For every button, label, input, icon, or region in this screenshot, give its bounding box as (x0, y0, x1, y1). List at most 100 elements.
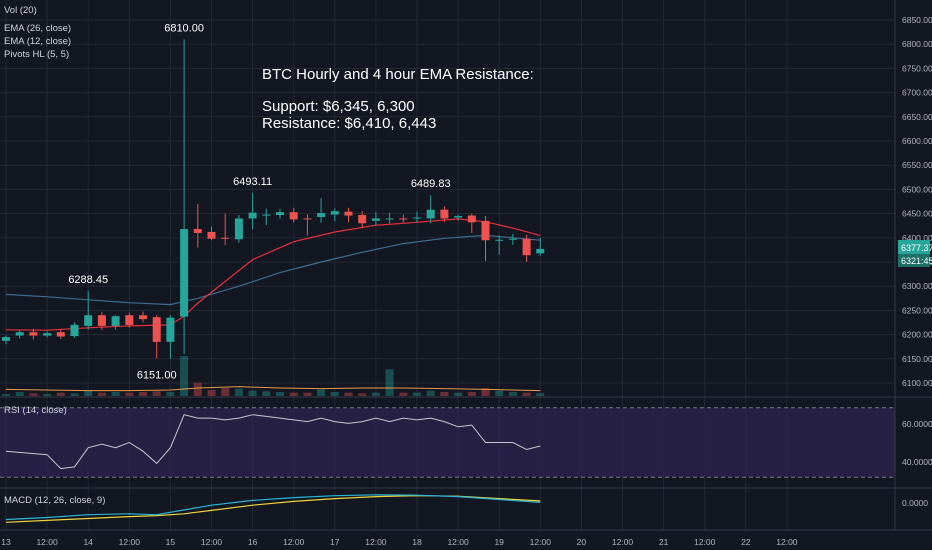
candle-body (152, 317, 161, 342)
candle-body (426, 209, 435, 219)
candle-body (536, 248, 545, 254)
rsi-label[interactable]: RSI (14, close) (4, 405, 67, 416)
macd-label[interactable]: MACD (12, 26, close, 9) (4, 495, 105, 506)
candle-body (29, 332, 38, 336)
time-tick-label: 12:00 (612, 537, 634, 547)
countdown-prefix: 63 (901, 256, 911, 266)
volume-bar (43, 394, 52, 396)
price-tick-label: 6800.00 (902, 39, 932, 49)
volume-bar (508, 392, 517, 396)
legend-ema12[interactable]: EMA (12, close) (4, 36, 71, 47)
time-tick-label: 12:00 (201, 537, 223, 547)
volume-bar (125, 392, 134, 396)
volume-bar (303, 392, 312, 396)
volume-bar (330, 392, 339, 396)
volume-bar (97, 392, 106, 396)
volume-bar (56, 392, 65, 396)
annotation-title[interactable]: BTC Hourly and 4 hour EMA Resistance: (262, 66, 534, 83)
candle-body (385, 218, 394, 220)
candle-body (371, 218, 380, 221)
candle-body (180, 229, 189, 317)
macd-lines (5, 494, 541, 523)
macd-line (5, 494, 541, 521)
legend-pivots[interactable]: Pivots HL (5, 5) (4, 49, 69, 60)
candle-body (139, 315, 147, 320)
candle-body (221, 237, 230, 239)
volume-bar (15, 392, 24, 396)
volume-bar (385, 369, 394, 396)
price-tick-label: 6600.00 (902, 136, 932, 146)
current-price-badge (898, 240, 930, 254)
volume-bar (426, 390, 435, 396)
price-tick-label: 6150.00 (902, 354, 932, 364)
price-tick-label: 6300.00 (902, 281, 932, 291)
ema26-line (5, 234, 541, 306)
volume-bars (2, 356, 545, 396)
time-tick-label: 12:00 (530, 537, 552, 547)
candle-body (97, 315, 106, 326)
annotation-resistance[interactable]: Resistance: $6,410, 6,443 (262, 115, 436, 132)
legend-ema26[interactable]: EMA (26, close) (4, 23, 71, 34)
pivot-label: 6151.00 (137, 369, 177, 381)
candle-body (440, 209, 449, 219)
volume-bar (344, 392, 353, 396)
time-tick-label: 19 (494, 537, 504, 547)
candle-body (111, 316, 120, 326)
rsi-tick-60: 60.0000 (902, 419, 932, 429)
candle-body (207, 231, 216, 239)
volume-bar (152, 391, 161, 396)
volume-bar (2, 394, 10, 396)
volume-bar (358, 393, 367, 396)
candle-body (43, 333, 52, 336)
candle-body (56, 332, 65, 337)
candle-body (303, 218, 312, 220)
pivot-label: 6489.83 (411, 178, 451, 190)
volume-bar (139, 392, 147, 396)
volume-bar (399, 392, 408, 396)
volume-bar (248, 390, 257, 396)
volume-bar (317, 389, 326, 396)
price-tick-label: 6650.00 (902, 112, 932, 122)
volume-bar (207, 390, 216, 396)
time-tick-label: 17 (330, 537, 340, 547)
time-tick-label: 12:00 (36, 537, 58, 547)
pivot-label: 6493.11 (233, 176, 272, 188)
countdown-badge (898, 254, 930, 267)
volume-bar (481, 388, 490, 396)
annotation-support[interactable]: Support: $6,345, 6,300 (262, 98, 415, 115)
volume-bar (522, 392, 531, 396)
pivot-labels: 6288.45 6151.00 6810.00 6493.11 6489.83 (68, 22, 450, 381)
time-tick-label: 16 (248, 537, 258, 547)
candle-body (358, 215, 367, 224)
price-tick-label: 6250.00 (902, 305, 932, 315)
candle-body (262, 214, 271, 216)
volume-bar (454, 392, 463, 396)
volume-bar (70, 393, 79, 396)
price-tick-label: 6500.00 (902, 184, 932, 194)
price-tick-label: 6750.00 (902, 63, 932, 73)
candles (2, 39, 545, 359)
volume-bar (166, 392, 175, 396)
candle-body (15, 332, 24, 336)
time-tick-label: 22 (741, 537, 751, 547)
price-tick-label: 6700.00 (902, 88, 932, 98)
candle-body (495, 239, 504, 241)
volume-bar (262, 391, 271, 396)
candle-body (467, 215, 476, 223)
volume-bar (276, 392, 284, 396)
candle-body (481, 220, 490, 241)
time-tick-label: 12:00 (119, 537, 141, 547)
volume-bar (221, 388, 230, 396)
macd-tick-zero: 0.0000 (902, 498, 928, 508)
legend-vol[interactable]: Vol (20) (4, 5, 37, 16)
volume-bar (413, 392, 421, 396)
volume-bar (111, 392, 120, 396)
price-tick-label: 6850.00 (902, 15, 932, 25)
candle-body (234, 218, 243, 240)
candle-body (508, 238, 517, 240)
time-tick-label: 12:00 (776, 537, 798, 547)
candle-body (248, 212, 257, 219)
volume-bar (29, 393, 38, 396)
